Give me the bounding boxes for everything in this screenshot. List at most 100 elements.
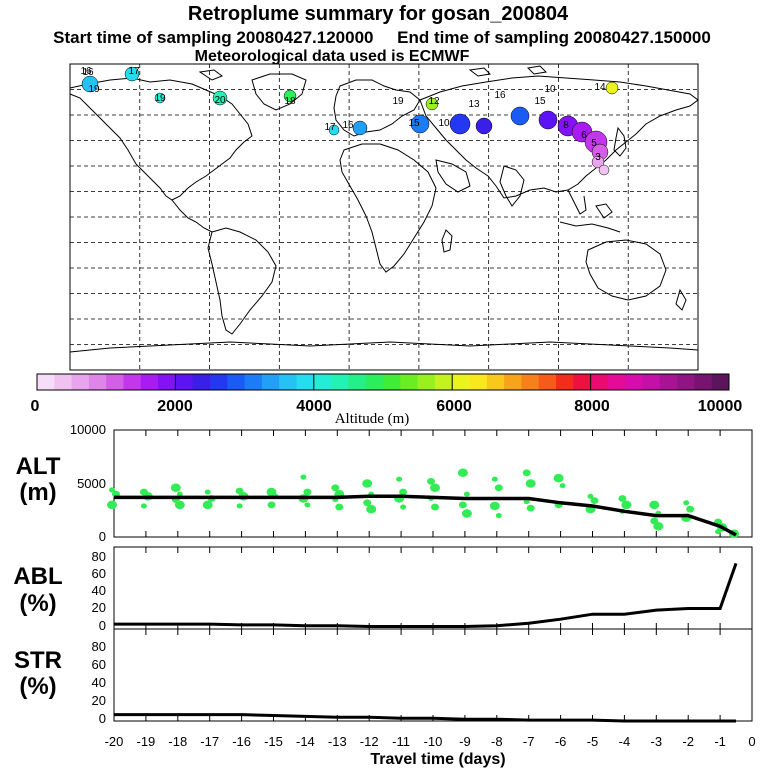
map-day-label: 3: [595, 152, 601, 163]
colorbar-swatch: [192, 374, 211, 390]
colorbar-swatch: [140, 374, 159, 390]
map-day-label: 20: [214, 95, 226, 106]
alt-scatter-point: [267, 501, 276, 509]
alt-scatter-point: [526, 504, 535, 512]
x-tick-label: -3: [651, 734, 663, 749]
colorbar-tick: 8000: [574, 398, 610, 415]
abl-label: ABL: [13, 563, 62, 590]
alt-ytick: 0: [99, 529, 106, 544]
alt-scatter-point: [683, 500, 690, 506]
x-tick-label: -13: [328, 734, 347, 749]
colorbar-swatch: [469, 374, 488, 390]
alt-scatter-point: [590, 497, 599, 505]
colorbar-swatch: [296, 374, 315, 390]
alt-scatter-point: [176, 491, 183, 497]
alt-scatter-point: [559, 483, 566, 489]
abl-ytick: 40: [92, 583, 106, 598]
map-day-label: 19: [392, 96, 404, 107]
colorbar-swatch: [313, 374, 332, 390]
map-day-label: 15: [534, 96, 546, 107]
colorbar-swatch: [417, 374, 436, 390]
alt-scatter-point: [525, 479, 536, 488]
alt-mean-line: [114, 494, 737, 537]
colorbar-swatch: [677, 374, 695, 390]
alt-unit: (m): [19, 479, 56, 506]
alt-scatter-point: [457, 468, 468, 478]
alt-panel: ALT (m) 10000 5000 0: [16, 422, 753, 544]
plume-point: [352, 120, 368, 136]
alt-ytick: 5000: [77, 476, 106, 491]
colorbar-swatch: [521, 374, 540, 390]
alt-scatter-point: [463, 491, 470, 497]
map-day-label: 16: [80, 66, 92, 77]
alt-scatter-point: [202, 500, 213, 510]
str-panel: STR (%) 80 60 40 20 0: [14, 628, 753, 726]
plume-point: [510, 106, 530, 126]
alt-scatter-point: [618, 495, 627, 502]
map-day-label: 19: [154, 93, 166, 104]
plume-point: [591, 155, 605, 169]
str-ytick: 40: [92, 675, 106, 690]
str-unit: (%): [19, 673, 56, 700]
colorbar-tick: 2000: [157, 398, 193, 415]
plume-point: [425, 97, 439, 111]
x-axis-title: Travel time (days): [370, 751, 505, 768]
colorbar-swatch: [175, 374, 194, 390]
alt-label: ALT: [16, 453, 61, 480]
colorbar-swatch: [504, 374, 522, 390]
alt-scatter-point: [109, 487, 115, 493]
x-tick-label: -10: [424, 734, 443, 749]
abl-axis-ticks: [113, 547, 753, 629]
colorbar-swatch: [88, 374, 107, 390]
x-tick-label: -6: [555, 734, 567, 749]
colorbar-swatch: [261, 374, 280, 390]
abl-ytick: 80: [92, 549, 106, 564]
plume-point: [598, 164, 610, 176]
colorbar-swatch: [538, 374, 557, 390]
alt-scatter-point: [489, 501, 500, 511]
alt-scatter-point: [621, 500, 632, 510]
alt-ytick: 10000: [70, 422, 106, 437]
alt-scatter-point: [427, 477, 435, 485]
map-day-label: 14: [594, 82, 606, 93]
alt-scatter-point: [331, 484, 340, 492]
str-panel-frame: [113, 628, 753, 722]
alt-scatter-point: [461, 509, 472, 518]
x-tick-label: -9: [459, 734, 471, 749]
colorbar-swatch: [659, 374, 678, 390]
colorbar-swatch: [365, 374, 384, 390]
x-tick-label: -17: [200, 734, 219, 749]
x-tick-label: -15: [264, 734, 283, 749]
colorbar-swatch: [227, 374, 245, 390]
colorbar-tick: 6000: [436, 398, 472, 415]
x-tick-label: -20: [105, 734, 124, 749]
colorbar-swatch: [158, 374, 176, 390]
abl-ytick: 60: [92, 566, 106, 581]
alt-scatter-point: [335, 503, 344, 511]
map-day-label: 17: [128, 66, 140, 77]
alt-scatter-point: [107, 500, 117, 510]
colorbar-swatch: [573, 374, 591, 390]
alt-scatter-point: [495, 513, 502, 519]
colorbar-swatch: [607, 374, 626, 390]
str-axis-ticks: [113, 629, 753, 721]
alt-scatter-point: [686, 505, 695, 513]
alt-scatter-point: [458, 501, 467, 509]
alt-scatter-point: [653, 522, 664, 531]
alt-scatter-point: [649, 500, 660, 510]
map-day-label: 16: [342, 120, 354, 131]
colorbar-swatch: [590, 374, 609, 390]
str-line: [114, 713, 736, 723]
map-gridlines: [70, 64, 698, 370]
str-ytick: 0: [99, 711, 106, 726]
alt-scatter-point: [140, 503, 147, 509]
alt-scatter-point: [400, 504, 407, 510]
colorbar-swatch: [400, 374, 418, 390]
colorbar-swatch: [348, 374, 367, 390]
abl-unit: (%): [19, 590, 56, 617]
colorbar-swatch: [331, 374, 349, 390]
colorbar-swatch: [434, 374, 453, 390]
plume-point: [124, 66, 140, 82]
alt-scatter-point: [300, 474, 307, 480]
